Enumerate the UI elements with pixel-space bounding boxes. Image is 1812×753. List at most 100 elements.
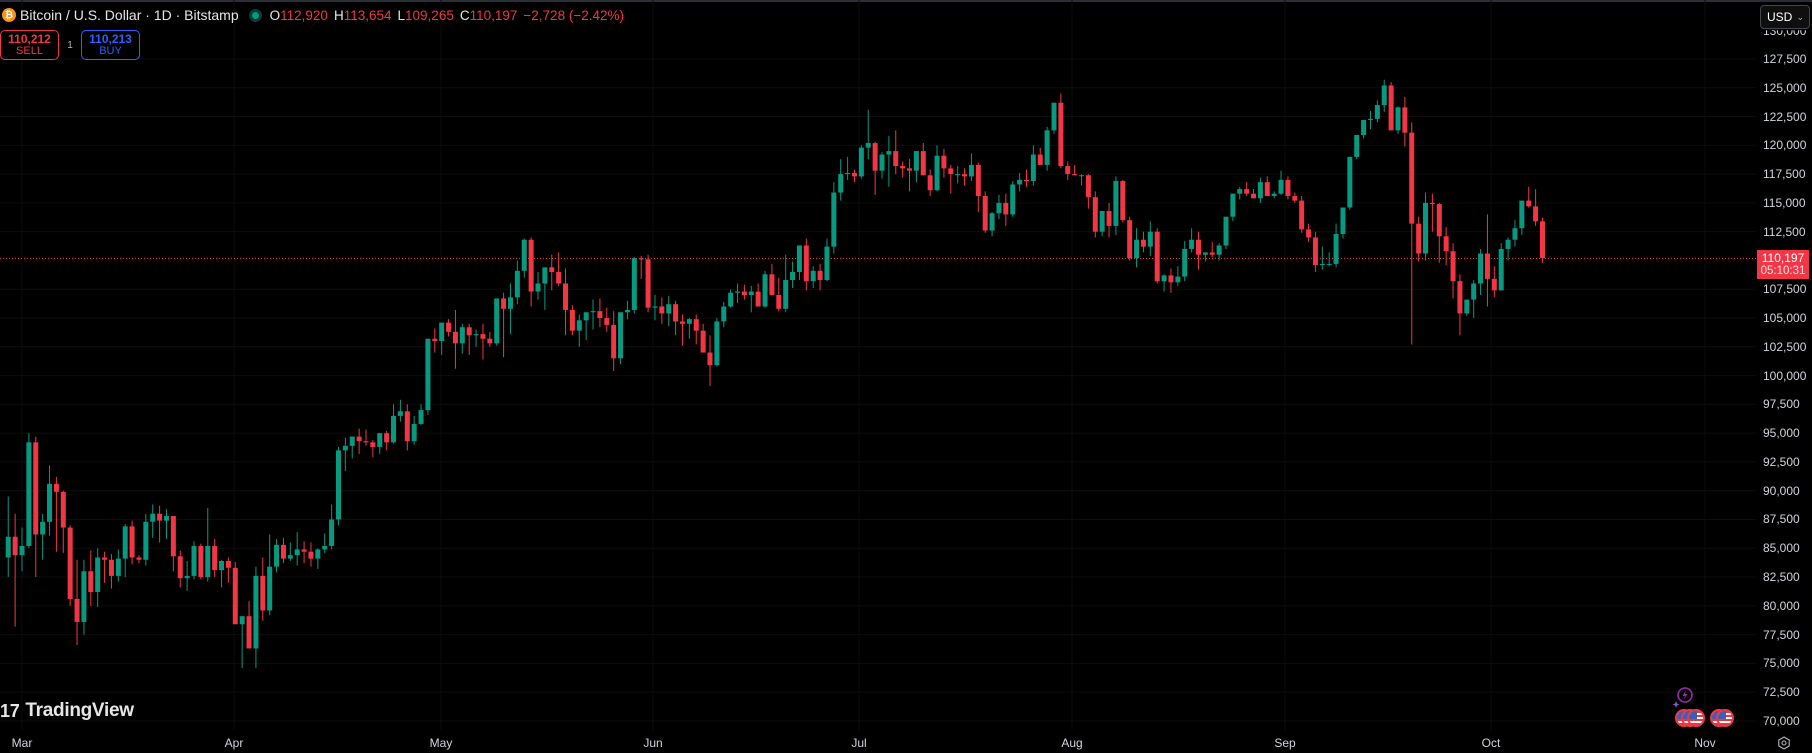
candle: [411, 423, 417, 442]
candle: [1367, 118, 1373, 121]
lightning-event-icon[interactable]: [1672, 686, 1694, 708]
candle: [335, 450, 341, 520]
price-axis-label: 70,000: [1763, 713, 1800, 728]
low-label: L: [397, 7, 406, 23]
candle: [225, 560, 231, 568]
candle: [652, 306, 658, 308]
candle: [549, 267, 555, 272]
candle: [384, 433, 390, 443]
candle: [1058, 102, 1064, 167]
candle: [26, 442, 32, 546]
candle: [790, 271, 796, 281]
candle: [1312, 237, 1318, 266]
us-flag-event-icon[interactable]: [1716, 709, 1734, 727]
candle: [1251, 193, 1257, 199]
candle: [1285, 179, 1291, 196]
candle: [721, 306, 727, 322]
candle: [1423, 202, 1429, 254]
candle: [363, 441, 369, 443]
candle: [322, 545, 328, 550]
candle: [494, 298, 500, 344]
price-axis-label: 115,000: [1763, 195, 1806, 210]
tradingview-logo[interactable]: 17 TradingView: [0, 700, 134, 722]
candle: [1436, 204, 1442, 237]
candle: [1127, 220, 1133, 259]
candle: [1189, 239, 1195, 249]
last-price-badge: 110,197 05:10:31: [1757, 250, 1809, 279]
candle: [1471, 283, 1477, 300]
candle: [294, 549, 300, 556]
us-flag-event-icon[interactable]: [1687, 709, 1705, 727]
candle: [459, 327, 465, 344]
currency-select[interactable]: USD ⌄: [1760, 5, 1810, 29]
candle: [879, 154, 885, 171]
candle: [274, 544, 280, 567]
candle: [81, 571, 87, 622]
candle: [645, 259, 651, 308]
candle: [542, 267, 548, 284]
candle: [19, 545, 25, 556]
price-axis-label: 97,500: [1763, 397, 1800, 412]
candle: [679, 321, 685, 324]
candle: [755, 291, 761, 307]
candle: [329, 519, 335, 546]
candle: [1484, 253, 1490, 279]
candle: [1244, 189, 1250, 194]
symbol-title[interactable]: Bitcoin / U.S. Dollar · 1D · Bitstamp: [20, 7, 239, 23]
candle: [817, 270, 823, 281]
price-axis-label: 107,500: [1763, 282, 1807, 297]
candle: [521, 239, 527, 271]
buy-price: 110,213: [89, 32, 132, 46]
time-axis-label: Jul: [851, 736, 867, 750]
last-price-value: 110,197: [1761, 250, 1805, 265]
order-quantity[interactable]: 1: [67, 39, 73, 51]
candle: [1195, 239, 1201, 255]
candle: [803, 245, 809, 282]
buy-button[interactable]: 110,213 BUY: [81, 30, 140, 60]
candle: [480, 334, 486, 339]
candle: [108, 559, 114, 576]
candle: [191, 545, 197, 576]
candle: [74, 598, 80, 622]
candle: [356, 436, 362, 442]
candle: [563, 283, 569, 310]
candles-series: [5, 79, 1545, 668]
candle: [1237, 189, 1243, 194]
buy-label: BUY: [99, 45, 122, 57]
candle: [1140, 239, 1146, 247]
candle: [219, 560, 225, 571]
chart-settings-icon[interactable]: [1777, 736, 1791, 750]
market-open-status-icon[interactable]: [248, 8, 262, 22]
candle: [1340, 207, 1346, 234]
tradingview-logo-text: TradingView: [25, 700, 134, 721]
candle: [1354, 134, 1360, 157]
price-axis-label: 102,500: [1763, 339, 1807, 354]
price-axis-label: 112,500: [1763, 224, 1806, 239]
candle: [1299, 200, 1305, 230]
candle: [246, 616, 252, 649]
bar-countdown: 05:10:31: [1760, 264, 1806, 277]
candle: [886, 151, 892, 155]
sell-button[interactable]: 110,212 SELL: [0, 30, 59, 60]
candle: [1051, 102, 1057, 131]
candle: [590, 311, 596, 313]
price-axis-label: 87,500: [1763, 512, 1800, 527]
candle: [624, 309, 630, 313]
candle: [150, 513, 156, 522]
time-axis-label: Apr: [224, 736, 244, 750]
candle: [569, 309, 575, 331]
price-axis-label: 95,000: [1763, 426, 1800, 441]
price-axis-label: 120,000: [1763, 138, 1807, 153]
candle: [95, 557, 101, 593]
candle: [143, 521, 149, 560]
candle: [858, 147, 864, 177]
candle: [53, 483, 59, 492]
candle: [473, 334, 479, 336]
candle: [693, 319, 699, 331]
candle: [1333, 233, 1339, 264]
candle: [1106, 210, 1112, 226]
candle: [1278, 179, 1284, 194]
candle: [1092, 197, 1098, 232]
time-axis-label: Mar: [11, 736, 33, 750]
